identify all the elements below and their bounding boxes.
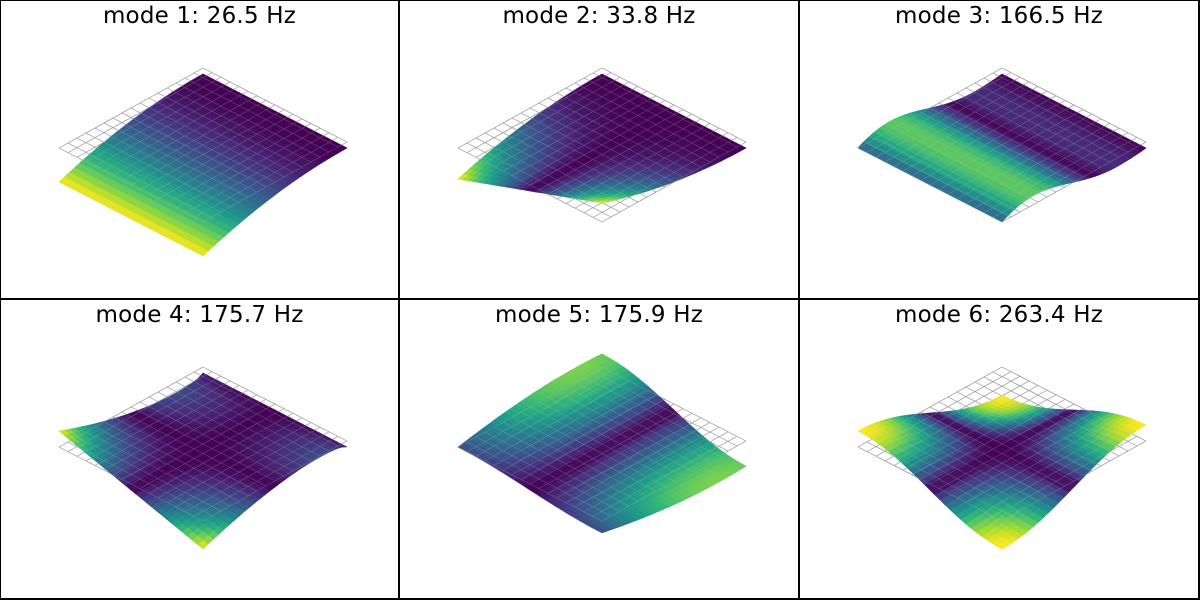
mode-3-title: mode 3: 166.5 Hz xyxy=(895,3,1103,29)
deformed-surface xyxy=(58,73,348,257)
reference-mesh-overlay xyxy=(58,366,348,522)
mode-panel-5: mode 5: 175.9 Hz xyxy=(400,300,800,600)
mode-panel-6: mode 6: 263.4 Hz xyxy=(800,300,1200,600)
deformed-surface xyxy=(857,73,1147,223)
mode-4-plot xyxy=(58,366,348,550)
deformed-surface xyxy=(457,73,747,204)
mode-5-plot xyxy=(457,353,747,534)
mode-2-plot xyxy=(457,67,747,223)
mode-panel-3: mode 3: 166.5 Hz xyxy=(800,0,1200,300)
reference-mesh-overlay xyxy=(457,366,747,522)
mode-2-title: mode 2: 33.8 Hz xyxy=(502,3,696,29)
deformed-surface xyxy=(58,372,348,550)
reference-mesh-overlay xyxy=(457,67,747,223)
deformed-surface xyxy=(857,394,1147,550)
deformed-surface xyxy=(457,353,747,534)
reference-mesh-overlay xyxy=(58,67,348,223)
mode-5-title: mode 5: 175.9 Hz xyxy=(495,302,703,328)
mode-panel-2: mode 2: 33.8 Hz xyxy=(400,0,800,300)
mode-panel-1: mode 1: 26.5 Hz xyxy=(0,0,400,300)
mode-3-plot xyxy=(857,67,1147,223)
reference-mesh-overlay xyxy=(857,67,1147,223)
mode-panel-4: mode 4: 175.7 Hz xyxy=(0,300,400,600)
mode-1-title: mode 1: 26.5 Hz xyxy=(102,3,297,29)
mode-6-plot xyxy=(857,366,1147,550)
mode-6-title: mode 6: 263.4 Hz xyxy=(895,302,1103,328)
mode-1-plot xyxy=(58,67,348,257)
mode-4-title: mode 4: 175.7 Hz xyxy=(95,302,304,328)
reference-mesh-overlay xyxy=(857,366,1147,522)
